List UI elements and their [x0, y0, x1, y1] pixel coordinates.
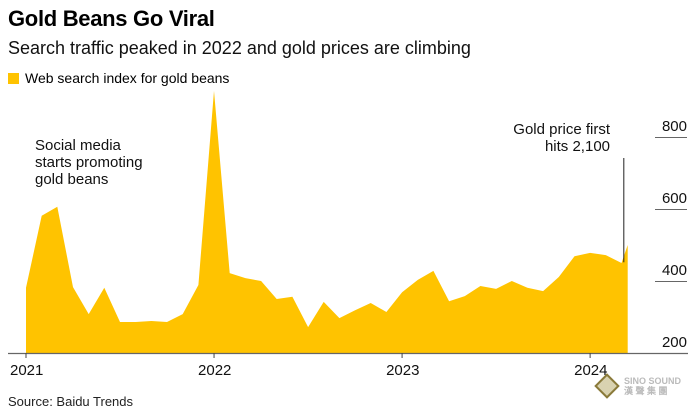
x-tick-label: 2023 [386, 362, 419, 379]
x-tick-label: 2021 [10, 362, 43, 379]
area-series-0 [26, 90, 628, 354]
legend-label: Web search index for gold beans [25, 70, 230, 86]
y-tick-label: 800 [662, 118, 687, 135]
annotation-social-media: gold beans [35, 171, 108, 188]
chart-title: Gold Beans Go Viral [8, 6, 215, 31]
watermark-line1: SINO SOUND [624, 376, 682, 386]
watermark-logo: SINO SOUND 漢 聲 集 團 [594, 373, 682, 399]
legend: Web search index for gold beans [8, 70, 229, 86]
x-tick-label: 2024 [574, 362, 607, 379]
x-tick-label: 2022 [198, 362, 231, 379]
source-note: Source: Baidu Trends [8, 394, 134, 409]
annotation-gold-price: hits 2,100 [545, 138, 610, 155]
y-tick-label: 400 [662, 262, 687, 279]
y-tick-label: 600 [662, 190, 687, 207]
y-tick-label: 200 [662, 334, 687, 351]
annotation-social-media: starts promoting [35, 154, 143, 171]
logo-icon [594, 373, 620, 399]
annotation-gold-price: Gold price first [513, 121, 611, 138]
legend-swatch [8, 72, 19, 84]
watermark-line2: 漢 聲 集 團 [624, 386, 668, 396]
annotation-social-media: Social media [35, 137, 122, 154]
chart-subtitle: Search traffic peaked in 2022 and gold p… [8, 38, 471, 58]
